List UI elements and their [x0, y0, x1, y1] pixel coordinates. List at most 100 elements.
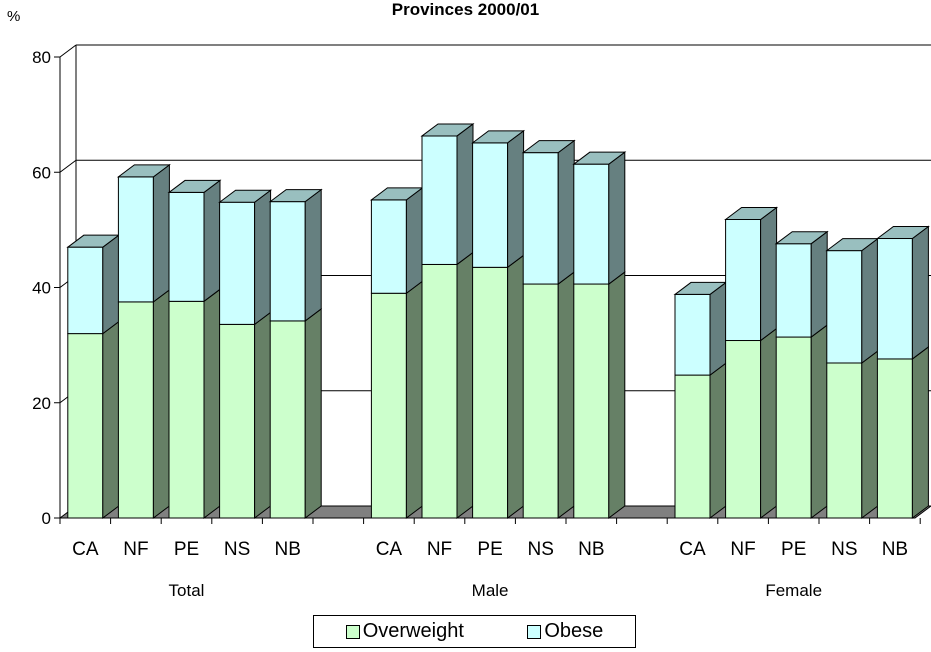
y-axis: 0 20 40 60 80 [32, 44, 77, 528]
bar-male-ca-obese-side [405, 186, 423, 295]
bar-male-pe-overweight-side [507, 254, 525, 520]
x-tick-label: NF [730, 539, 755, 560]
bar-total-nb-overweight [269, 320, 306, 519]
y-axis-top-diagonal [59, 44, 77, 58]
bar-male-ns-overweight-side [557, 271, 575, 519]
x-tick-label: NB [274, 539, 300, 560]
x-tick-label: NF [123, 539, 148, 560]
x-tick-label: NS [831, 539, 857, 560]
legend-item-obese: Obese [527, 620, 603, 643]
bar-male-nf-overweight [421, 263, 458, 519]
bar-total-ns-obese [219, 201, 256, 325]
group-label: Male [472, 581, 509, 600]
bar-male-ns-obese-side [557, 139, 575, 286]
group-label: Female [765, 581, 822, 600]
x-tick-label: CA [376, 539, 403, 560]
x-tick-label: PE [174, 539, 199, 560]
bar-male-ca-overweight [370, 292, 407, 519]
bar-total-nf-obese-side [152, 163, 170, 303]
bar-total-ca-overweight-side [102, 320, 120, 519]
x-tick-label: CA [679, 539, 706, 560]
legend-swatch-overweight [345, 624, 360, 639]
bar-male-pe-obese-side [507, 129, 525, 269]
group-label: Total [169, 581, 205, 600]
x-tick-label: NB [882, 539, 908, 560]
bar-total-ca-obese-side [102, 234, 120, 335]
legend-label-obese: Obese [544, 620, 604, 642]
y-tick-label: 20 [32, 394, 51, 413]
bar-male-nb-obese [573, 163, 610, 285]
bar-male-nb-top [572, 151, 627, 165]
bar-male-ca-obese [370, 199, 407, 294]
bar-total-ca-overweight [67, 333, 104, 519]
x-tick-label: NS [527, 539, 553, 560]
bar-total-ca-obese [67, 246, 104, 335]
bar-female-pe-overweight-side [810, 324, 828, 519]
bar-female-nb-overweight [876, 358, 913, 519]
y-tick-label: 40 [32, 279, 51, 298]
bar-male-nf-obese-side [456, 122, 474, 266]
legend-item-overweight: Overweight [345, 620, 464, 643]
bar-male-pe-overweight [472, 266, 509, 519]
bar-female-ca-obese-side [709, 281, 727, 377]
x-tick-label: NF [427, 539, 452, 560]
gridline-diagonal [59, 159, 77, 173]
bar-male-ns-obese [522, 152, 559, 285]
x-axis: CA NF PE NS NB Total CA NF PE NS NB Male CA NF PE NS NB F… [59, 517, 921, 600]
y-tick-label: 0 [42, 509, 51, 528]
x-tick-label: NS [224, 539, 250, 560]
bar-female-pe-top [774, 231, 829, 245]
bar-male-nf-overweight-side [456, 251, 474, 519]
bar-female-ca-obese [674, 293, 711, 376]
x-tick-label: CA [72, 539, 99, 560]
bar-female-nb-obese [876, 238, 913, 360]
bar-female-ca-overweight-side [709, 362, 727, 519]
bar-female-nb-overweight-side [911, 345, 929, 519]
bar-total-nb-overweight-side [304, 307, 322, 519]
legend: Overweight Obese [313, 615, 636, 648]
bar-total-nb-top [268, 189, 323, 203]
bar-female-ns-overweight [826, 362, 863, 519]
bar-male-ca-overweight-side [405, 280, 423, 519]
x-tick-label: NB [578, 539, 604, 560]
y-tick-label: 60 [32, 163, 51, 182]
bar-male-pe-top [471, 130, 526, 144]
bar-male-ns-overweight [522, 283, 559, 519]
bars [66, 122, 930, 520]
x-tick-label: PE [781, 539, 806, 560]
bar-total-pe-obese-side [203, 179, 221, 303]
bar-total-pe-obese [168, 191, 205, 302]
bar-female-ns-obese [826, 250, 863, 364]
bar-female-nb-top [875, 226, 930, 240]
bar-total-ns-overweight-side [254, 311, 272, 519]
bar-female-nf-overweight [725, 340, 762, 519]
bar-female-pe-obese-side [810, 230, 828, 339]
bar-total-pe-overweight [168, 300, 205, 519]
bar-total-nf-top [116, 164, 171, 178]
bar-total-ns-top [218, 189, 273, 203]
bar-female-nb-obese-side [911, 225, 929, 360]
bar-female-nf-obese-side [760, 206, 778, 342]
bar-female-pe-obese [775, 243, 812, 338]
bar-female-ca-overweight [674, 374, 711, 519]
bar-total-nb-obese-side [304, 188, 322, 322]
bar-female-ns-overweight-side [861, 349, 879, 519]
y-axis-unit-label: % [7, 8, 21, 25]
bar-female-nf-overweight-side [760, 327, 778, 519]
bar-total-nf-overweight [117, 301, 154, 519]
bar-total-nb-obese [269, 201, 306, 322]
y-tick-label: 80 [32, 48, 51, 67]
bar-total-nf-overweight-side [152, 288, 170, 519]
bar-male-nf-obese [421, 135, 458, 265]
chart-title: Provinces 2000/01 [391, 0, 540, 19]
bar-female-nf-top [724, 207, 779, 221]
legend-swatch-obese [527, 624, 542, 639]
x-tick-label: PE [477, 539, 502, 560]
bar-female-pe-overweight [775, 336, 812, 519]
legend-label-overweight: Overweight [362, 620, 464, 642]
bar-male-nf-top [420, 123, 475, 137]
bar-male-nb-overweight [573, 283, 610, 519]
bar-female-nf-obese [725, 219, 762, 342]
bar-total-nf-obese [117, 176, 154, 303]
